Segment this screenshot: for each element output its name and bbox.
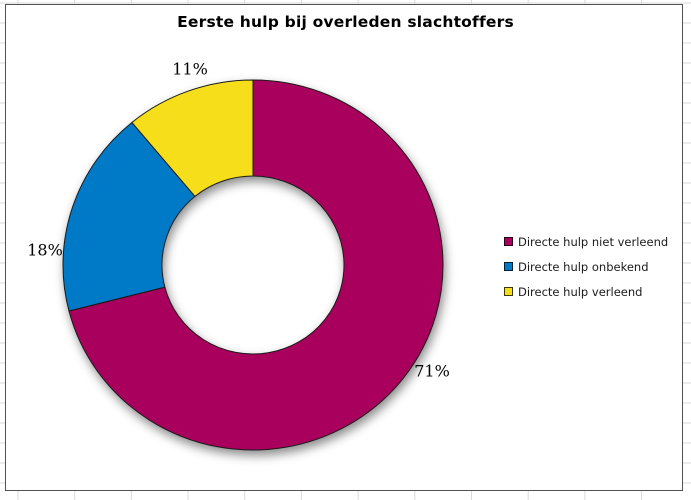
legend-item-label: Directe hulp niet verleend: [518, 234, 669, 249]
data-label-3: 11%: [172, 59, 208, 79]
donut-segment-3[interactable]: [131, 79, 254, 197]
legend-item-label: Directe hulp onbekend: [518, 259, 649, 274]
chart-title: Eerste hulp bij overleden slachtoffers: [177, 13, 514, 31]
legend-marker-icon: [504, 262, 513, 271]
chart-legend: Directe hulp niet verleend Directe hulp o…: [504, 229, 686, 304]
legend-item-2[interactable]: Directe hulp onbekend: [504, 254, 686, 279]
legend-item-label: Directe hulp verleend: [518, 284, 643, 299]
legend-marker-icon: [504, 237, 513, 246]
data-label-1: 71%: [414, 361, 450, 381]
legend-item-3[interactable]: Directe hulp verleend: [504, 279, 686, 304]
donut-segment-2[interactable]: [62, 121, 196, 312]
donut-segment-1[interactable]: [68, 79, 444, 451]
data-label-2: 18%: [27, 240, 63, 260]
legend-item-1[interactable]: Directe hulp niet verleend: [504, 229, 686, 254]
legend-marker-icon: [504, 287, 513, 296]
